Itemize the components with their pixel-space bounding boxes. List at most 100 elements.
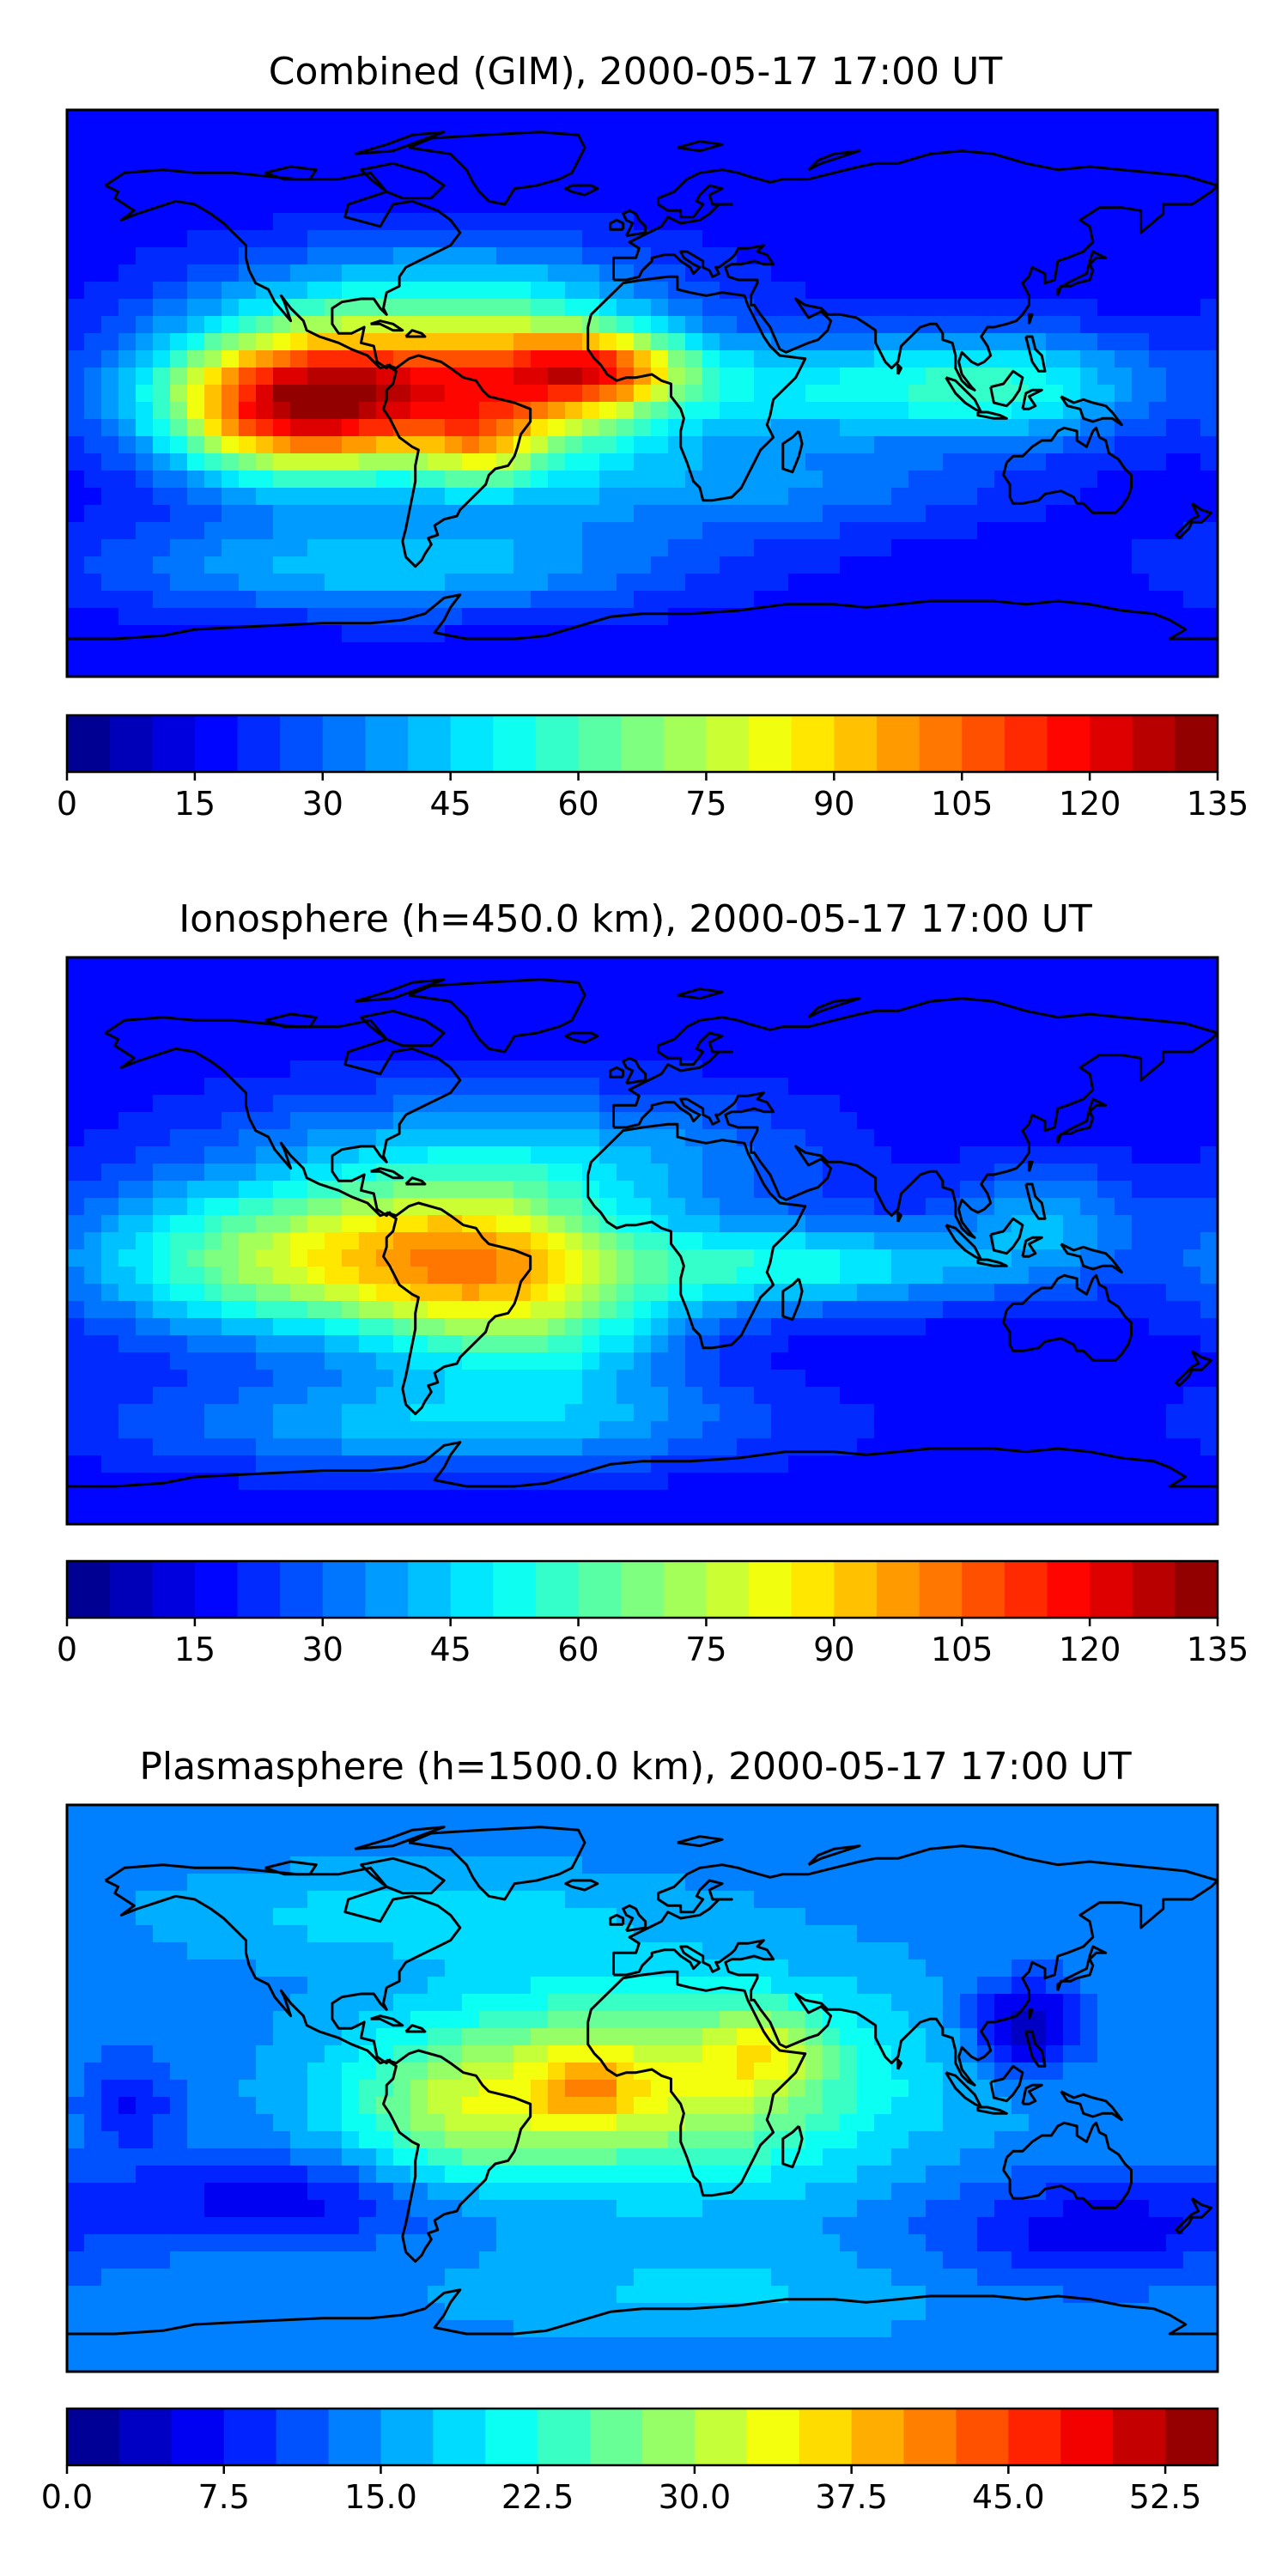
coastline-africa <box>586 1970 807 2197</box>
coastline-south-america <box>382 2049 532 2263</box>
colorbar-segment <box>663 715 707 772</box>
colorbar-segment <box>109 1561 153 1618</box>
coastline-taiwan <box>1027 2008 1034 2020</box>
colorbar-segment <box>171 2409 225 2465</box>
colorbar-segment <box>694 2409 748 2465</box>
heatmap-map <box>67 1805 1218 2372</box>
colorbar-tick-label: 75 <box>685 785 726 823</box>
colorbar-segment <box>578 715 622 772</box>
coastline-novaya-zemlya <box>807 1844 861 1867</box>
coastline-australia <box>1002 426 1133 514</box>
coastline-java <box>976 2105 1008 2115</box>
colorbar-tick-label: 90 <box>813 785 854 823</box>
colorbar-segment <box>237 1561 281 1618</box>
colorbar-tick-label: 0 <box>57 1631 77 1668</box>
colorbar-segment <box>642 2409 696 2465</box>
colorbar-tick-label: 30 <box>302 1631 343 1668</box>
colorbar-segment <box>280 715 324 772</box>
coastline-ellesmere <box>354 1826 446 1850</box>
colorbar-segment <box>919 715 963 772</box>
colorbar-segment <box>433 2409 486 2465</box>
colorbar-tick-label: 7.5 <box>198 2478 250 2516</box>
coastline-ireland <box>609 218 625 231</box>
coastline-cuba <box>370 319 404 332</box>
colorbar-segment <box>109 715 153 772</box>
colorbar-segment <box>67 1561 111 1618</box>
colorbar-tick-label: 45 <box>429 785 471 823</box>
coastline-java <box>976 410 1008 420</box>
coastline-north-america <box>104 1016 462 1218</box>
map-frame <box>65 956 1219 1526</box>
colorbar-segment <box>118 2409 173 2465</box>
coastline-britain <box>622 1904 647 1933</box>
map-frame <box>65 1803 1219 2373</box>
colorbar-tick-label: 105 <box>931 785 993 823</box>
colorbar-tick-label: 22.5 <box>501 2478 574 2516</box>
colorbar-segment <box>322 1561 366 1618</box>
colorbar-segment <box>408 715 452 772</box>
colorbar-segment <box>590 2409 643 2465</box>
colorbar-segment <box>621 1561 665 1618</box>
panel-combined: Combined (GIM), 2000-05-17 17:00 UT 0 15 3… <box>57 50 1249 823</box>
coastline-new-guinea <box>1060 2090 1123 2122</box>
coastline-baffin <box>359 161 446 200</box>
colorbar-segment <box>535 1561 580 1618</box>
coastline-sri-lanka <box>896 2058 902 2070</box>
coastline-new-guinea <box>1060 1242 1123 1274</box>
colorbar-segment <box>322 715 366 772</box>
coastline-greenland <box>408 131 586 206</box>
colorbar-tick-label: 0.0 <box>41 2478 93 2516</box>
heatmap-map <box>67 110 1218 677</box>
coastline-eurasia <box>612 997 1218 1239</box>
coastline-sri-lanka <box>896 363 902 375</box>
coastline-australia <box>1002 1273 1133 1362</box>
colorbar-segment <box>962 715 1005 772</box>
coastline-australia <box>1002 2121 1133 2209</box>
coastline-svalbard <box>677 1835 724 1848</box>
coastline-greenland <box>408 978 586 1054</box>
coastline-sulawesi <box>1021 388 1043 410</box>
colorbar-segment <box>538 2409 591 2465</box>
colorbar-segment <box>706 715 750 772</box>
colorbar-segment <box>194 715 239 772</box>
coastline-baffin <box>359 1009 446 1048</box>
colorbar-tick-label: 45.0 <box>972 2478 1045 2516</box>
colorbar-tick-label: 135 <box>1187 785 1249 823</box>
colorbar-segment <box>578 1561 622 1618</box>
colorbar-tick-label: 75 <box>685 1631 726 1668</box>
colorbar-tick-label: 15 <box>174 785 216 823</box>
colorbar-segment <box>1004 715 1048 772</box>
coastline-novaya-zemlya <box>807 149 861 172</box>
coastline-africa <box>586 275 807 502</box>
coastline-taiwan <box>1027 1160 1034 1172</box>
coastline-hispaniola <box>404 2024 427 2033</box>
colorbar-tick-label: 105 <box>931 1631 993 1668</box>
coastlines <box>67 978 1218 1488</box>
coastline-sulawesi <box>1021 1236 1043 1258</box>
colorbar-segment <box>1175 1561 1218 1618</box>
coastline-cuba <box>370 1167 404 1180</box>
colorbar-segment <box>328 2409 381 2465</box>
colorbar-segment <box>903 2409 957 2465</box>
colorbar-tick-label: 135 <box>1187 1631 1249 1668</box>
colorbar-tick-label: 0 <box>57 785 77 823</box>
coastline-victoria <box>264 1860 318 1876</box>
coastline-philippines <box>1024 2030 1047 2068</box>
colorbar-tick-label: 120 <box>1059 1631 1121 1668</box>
coastline-iceland <box>564 1879 599 1892</box>
colorbar-segment <box>280 1561 324 1618</box>
coastline-ireland <box>609 1913 625 1926</box>
coastline-ireland <box>609 1066 625 1078</box>
coastline-north-america <box>104 1863 462 2065</box>
coastline-antarctica <box>67 593 1218 641</box>
coastline-south-america <box>382 354 532 568</box>
colorbar-segment <box>276 2409 330 2465</box>
heatmap-map <box>67 957 1218 1524</box>
coastline-antarctica <box>67 2288 1218 2336</box>
colorbar-segment <box>152 715 196 772</box>
colorbar-segment <box>621 715 665 772</box>
colorbar-segment <box>876 1561 920 1618</box>
colorbar-segment <box>1047 1561 1091 1618</box>
coastline-sulawesi <box>1021 2083 1043 2105</box>
